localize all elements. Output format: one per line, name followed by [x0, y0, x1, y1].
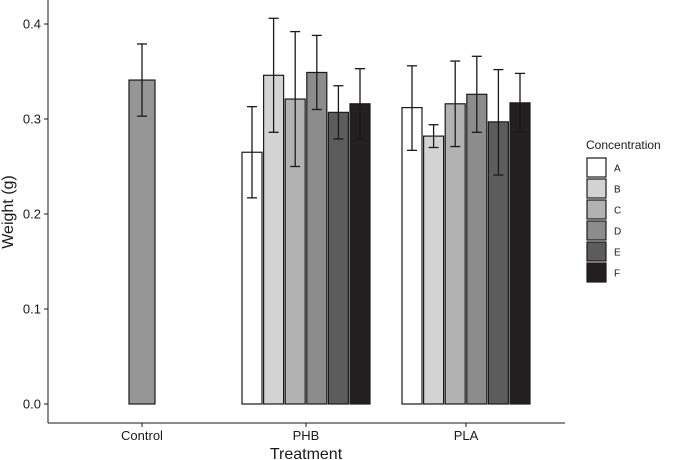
x-tick-label: Control: [121, 428, 163, 443]
x-tick-label: PHB: [293, 428, 320, 443]
legend-title: Concentration: [586, 138, 661, 152]
legend-key-d: [586, 220, 607, 241]
x-tick-label: PLA: [454, 428, 479, 443]
bar-pla-b: [423, 135, 445, 405]
legend-key-b: [586, 178, 607, 199]
legend-key-f: [586, 262, 607, 283]
y-axis-title: Weight (g): [0, 175, 17, 249]
legend-label-e: E: [614, 248, 621, 259]
y-tick-label: 0.3: [23, 112, 41, 127]
bar-phb-d: [306, 71, 328, 405]
axes: 0.0 0.1 0.2 0.3 0.4 Control PHB PLA: [23, 0, 565, 443]
legend-key-c: [586, 199, 607, 220]
bar-phb-f: [349, 103, 371, 405]
legend-label-f: F: [614, 269, 620, 280]
bar-pla-a: [401, 106, 423, 405]
y-tick-label: 0.2: [23, 207, 41, 222]
y-tick-label: 0.0: [23, 397, 41, 412]
bar-pla-c: [444, 103, 466, 405]
plot-area: [128, 17, 531, 405]
legend-label-b: B: [614, 185, 621, 196]
legend-key-e: [586, 241, 607, 262]
bar-pla-d: [466, 93, 488, 405]
legend-label-d: D: [614, 227, 621, 238]
x-axis-title: Treatment: [270, 446, 343, 460]
bar-phb-e: [327, 111, 349, 405]
legend-label-c: C: [614, 206, 621, 217]
bar-control: [128, 79, 156, 405]
y-tick-label: 0.4: [23, 17, 41, 32]
y-tick-label: 0.1: [23, 302, 41, 317]
legend-key-a: [586, 157, 607, 178]
bar-pla-f: [509, 102, 531, 405]
legend-label-a: A: [614, 164, 621, 175]
